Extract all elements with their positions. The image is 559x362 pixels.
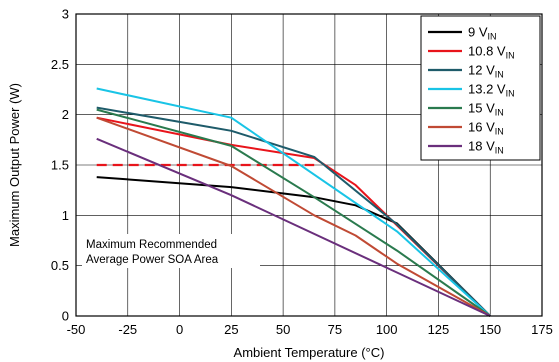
x-tick-label: 150 <box>479 322 501 337</box>
y-tick-label: 2.5 <box>51 57 69 72</box>
y-tick-label: 0.5 <box>51 258 69 273</box>
x-tick-label: -25 <box>118 322 137 337</box>
y-tick-label: 3 <box>62 7 69 22</box>
x-tick-label: 0 <box>176 322 183 337</box>
x-tick-label: 175 <box>531 322 553 337</box>
x-tick-labels: -50 -25 0 25 50 75 100 125 150 175 <box>67 322 553 337</box>
legend-label-subscript: IN <box>506 51 515 61</box>
legend-label-subscript: IN <box>495 127 504 137</box>
series-group <box>96 87 491 317</box>
legend-label: 10.8 VIN <box>468 44 515 61</box>
series-line <box>96 137 491 317</box>
legend-label-subscript: IN <box>506 89 515 99</box>
legend-label-subscript: IN <box>495 108 504 118</box>
series-line <box>96 106 491 317</box>
x-tick-label: 75 <box>328 322 342 337</box>
y-tick-label: 2 <box>62 107 69 122</box>
legend-label-subscript: IN <box>495 70 504 80</box>
annotation-box <box>82 234 260 268</box>
y-tick-label: 0 <box>62 309 69 324</box>
x-tick-label: 100 <box>376 322 398 337</box>
legend-label-subscript: IN <box>488 32 497 42</box>
y-tick-label: 1.5 <box>51 158 69 173</box>
series-line <box>96 116 491 317</box>
legend-label-subscript: IN <box>495 146 504 156</box>
x-tick-label: 125 <box>428 322 450 337</box>
soa-annotation: Maximum Recommended Average Power SOA Ar… <box>82 234 260 268</box>
x-tick-label: 50 <box>276 322 290 337</box>
series-line <box>96 108 491 317</box>
y-tick-labels: 0 0.5 1 1.5 2 2.5 3 <box>51 7 69 324</box>
x-axis-title: Ambient Temperature (°C) <box>234 345 385 360</box>
x-tick-label: -50 <box>67 322 86 337</box>
series-line <box>96 87 491 317</box>
y-axis-title: Maximum Output Power (W) <box>7 83 22 247</box>
y-tick-label: 1 <box>62 208 69 223</box>
annotation-line-2: Average Power SOA Area <box>86 254 219 266</box>
x-tick-label: 25 <box>224 322 238 337</box>
plot-frame <box>75 13 543 317</box>
legend-label: 13.2 VIN <box>468 82 515 99</box>
annotation-line-1: Maximum Recommended <box>86 239 217 251</box>
